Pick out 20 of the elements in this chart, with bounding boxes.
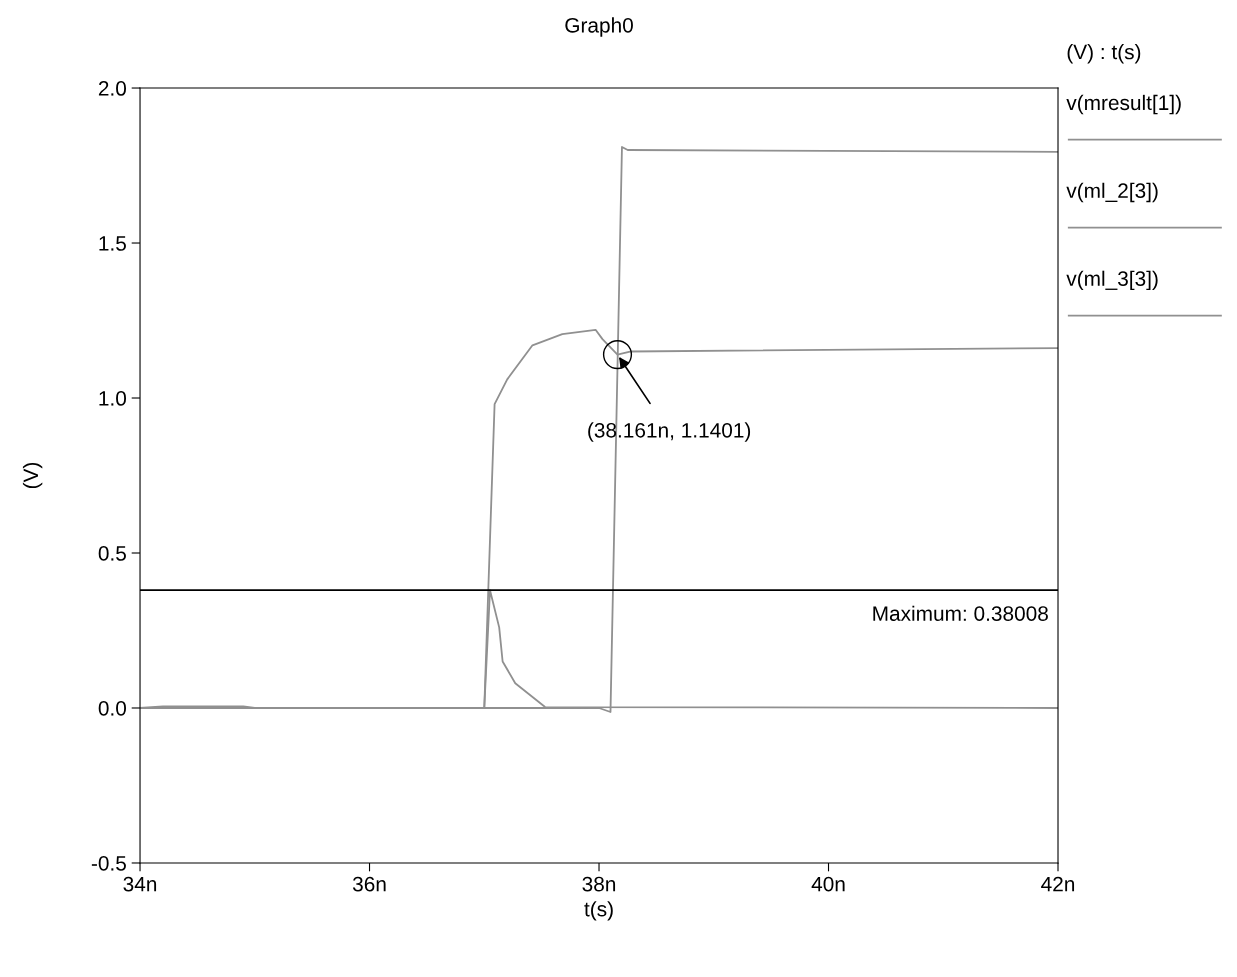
chart-title: Graph0	[565, 17, 633, 37]
text: v(ml_2[3])	[1066, 182, 1158, 203]
y-tick-label: -0.5	[91, 855, 126, 871]
ref-line-label: Maximum: 0.38008	[873, 605, 1048, 621]
x-axis-title: t(s)	[584, 901, 613, 921]
y-tick-label: 1.5	[99, 236, 126, 251]
y-tick-label: 0.0	[98, 700, 127, 716]
legend-title: (V) : t(s)	[1067, 44, 1141, 64]
x-tick-label: 38n	[582, 876, 616, 892]
y-tick-label: 2.0	[98, 81, 127, 96]
text: v(ml_3[3])	[1066, 270, 1158, 291]
y-tick-label: 1.0	[99, 391, 127, 406]
x-tick-label: 36n	[352, 876, 386, 892]
annotation: (38.161n, 1.1401)	[588, 422, 751, 442]
x-tick-label: 42n	[1041, 876, 1075, 892]
x-tick-label: 40n	[811, 876, 845, 892]
series-label: v(mresult[1])	[1066, 94, 1181, 115]
y-axis-title: (V)	[22, 462, 43, 489]
y-tick-label: 0.5	[98, 546, 126, 561]
x-tick-label: 34n	[123, 876, 157, 892]
